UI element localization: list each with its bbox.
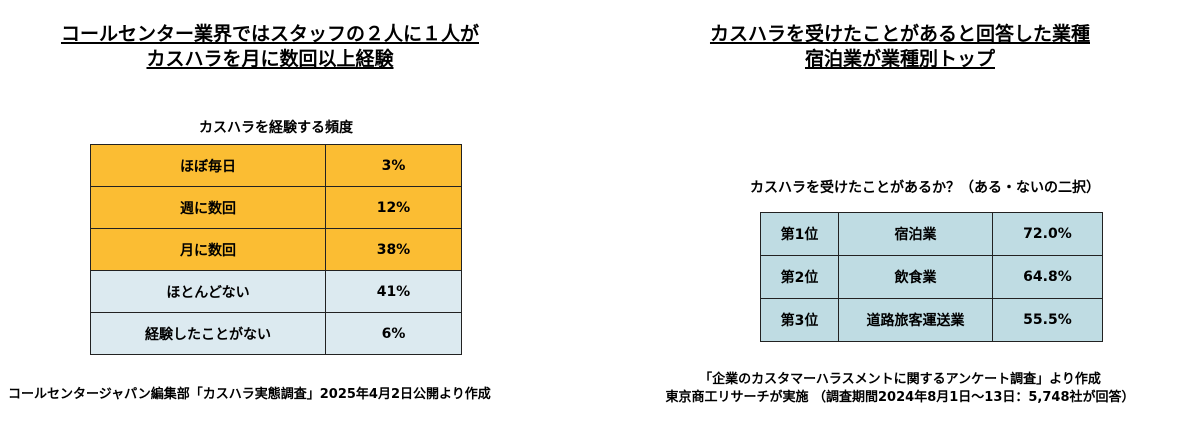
rank-label: 第3位 bbox=[759, 298, 840, 342]
right-headline-line2: 宿泊業が業種別トップ bbox=[804, 48, 995, 70]
frequency-label: ほとんどない bbox=[90, 270, 326, 313]
industry-ranking-table: 第1位 宿泊業 72.0% 第2位 飲食業 64.8% 第3位 道路旅客運送業 … bbox=[759, 212, 1104, 342]
frequency-value: 6% bbox=[324, 312, 463, 355]
frequency-label: ほぼ毎日 bbox=[90, 144, 326, 187]
table-row: 月に数回 38% bbox=[90, 228, 463, 271]
right-panel: カスハラを受けたことがあると回答した業種 宿泊業が業種別トップ カスハラを受けた… bbox=[600, 0, 1200, 421]
frequency-label: 週に数回 bbox=[90, 186, 326, 229]
right-headline-line1: カスハラを受けたことがあると回答した業種 bbox=[709, 23, 1090, 45]
frequency-value: 41% bbox=[324, 270, 463, 313]
rank-label: 第2位 bbox=[759, 255, 840, 299]
industry-percent: 72.0% bbox=[991, 212, 1104, 256]
table-row: 第1位 宿泊業 72.0% bbox=[759, 212, 1104, 256]
table-row: 第3位 道路旅客運送業 55.5% bbox=[759, 298, 1104, 342]
table-row: 第2位 飲食業 64.8% bbox=[759, 255, 1104, 299]
right-source-line2: 東京商工リサーチが実施 （調査期間2024年8月1日～13日：5,748社が回答… bbox=[665, 390, 1135, 405]
left-headline-line2: カスハラを月に数回以上経験 bbox=[146, 48, 394, 70]
frequency-value: 38% bbox=[324, 228, 463, 271]
table-row: 経験したことがない 6% bbox=[90, 312, 463, 355]
table-row: 週に数回 12% bbox=[90, 186, 463, 229]
frequency-label: 月に数回 bbox=[90, 228, 326, 271]
frequency-table: ほぼ毎日 3% 週に数回 12% 月に数回 38% ほとんどない 41% 経験し… bbox=[90, 144, 463, 355]
industry-name: 宿泊業 bbox=[838, 212, 993, 256]
left-panel: コールセンター業界ではスタッフの２人に１人が カスハラを月に数回以上経験 カスハ… bbox=[0, 22, 540, 402]
industry-percent: 55.5% bbox=[991, 298, 1104, 342]
frequency-value: 3% bbox=[324, 144, 463, 187]
frequency-table-caption: カスハラを経験する頻度 bbox=[199, 120, 353, 136]
left-headline: コールセンター業界ではスタッフの２人に１人が カスハラを月に数回以上経験 bbox=[0, 22, 540, 72]
industry-name: 道路旅客運送業 bbox=[838, 298, 993, 342]
left-headline-line1: コールセンター業界ではスタッフの２人に１人が bbox=[60, 23, 479, 45]
left-source-note: コールセンタージャパン編集部「カスハラ実態調査」2025年4月2日公開より作成 bbox=[8, 387, 491, 402]
industry-name: 飲食業 bbox=[838, 255, 993, 299]
frequency-value: 12% bbox=[324, 186, 463, 229]
right-source-note: 「企業のカスタマーハラスメントに関するアンケート調査」より作成 東京商工リサーチ… bbox=[600, 371, 1200, 407]
table-row: ほぼ毎日 3% bbox=[90, 144, 463, 187]
table-row: ほとんどない 41% bbox=[90, 270, 463, 313]
rank-label: 第1位 bbox=[759, 212, 840, 256]
ranking-table-caption: カスハラを受けたことがあるか？（ある・ないの二択） bbox=[750, 180, 1100, 196]
industry-percent: 64.8% bbox=[991, 255, 1104, 299]
frequency-label: 経験したことがない bbox=[90, 312, 326, 355]
right-source-line1: 「企業のカスタマーハラスメントに関するアンケート調査」より作成 bbox=[699, 372, 1101, 387]
right-headline: カスハラを受けたことがあると回答した業種 宿泊業が業種別トップ bbox=[600, 22, 1200, 72]
